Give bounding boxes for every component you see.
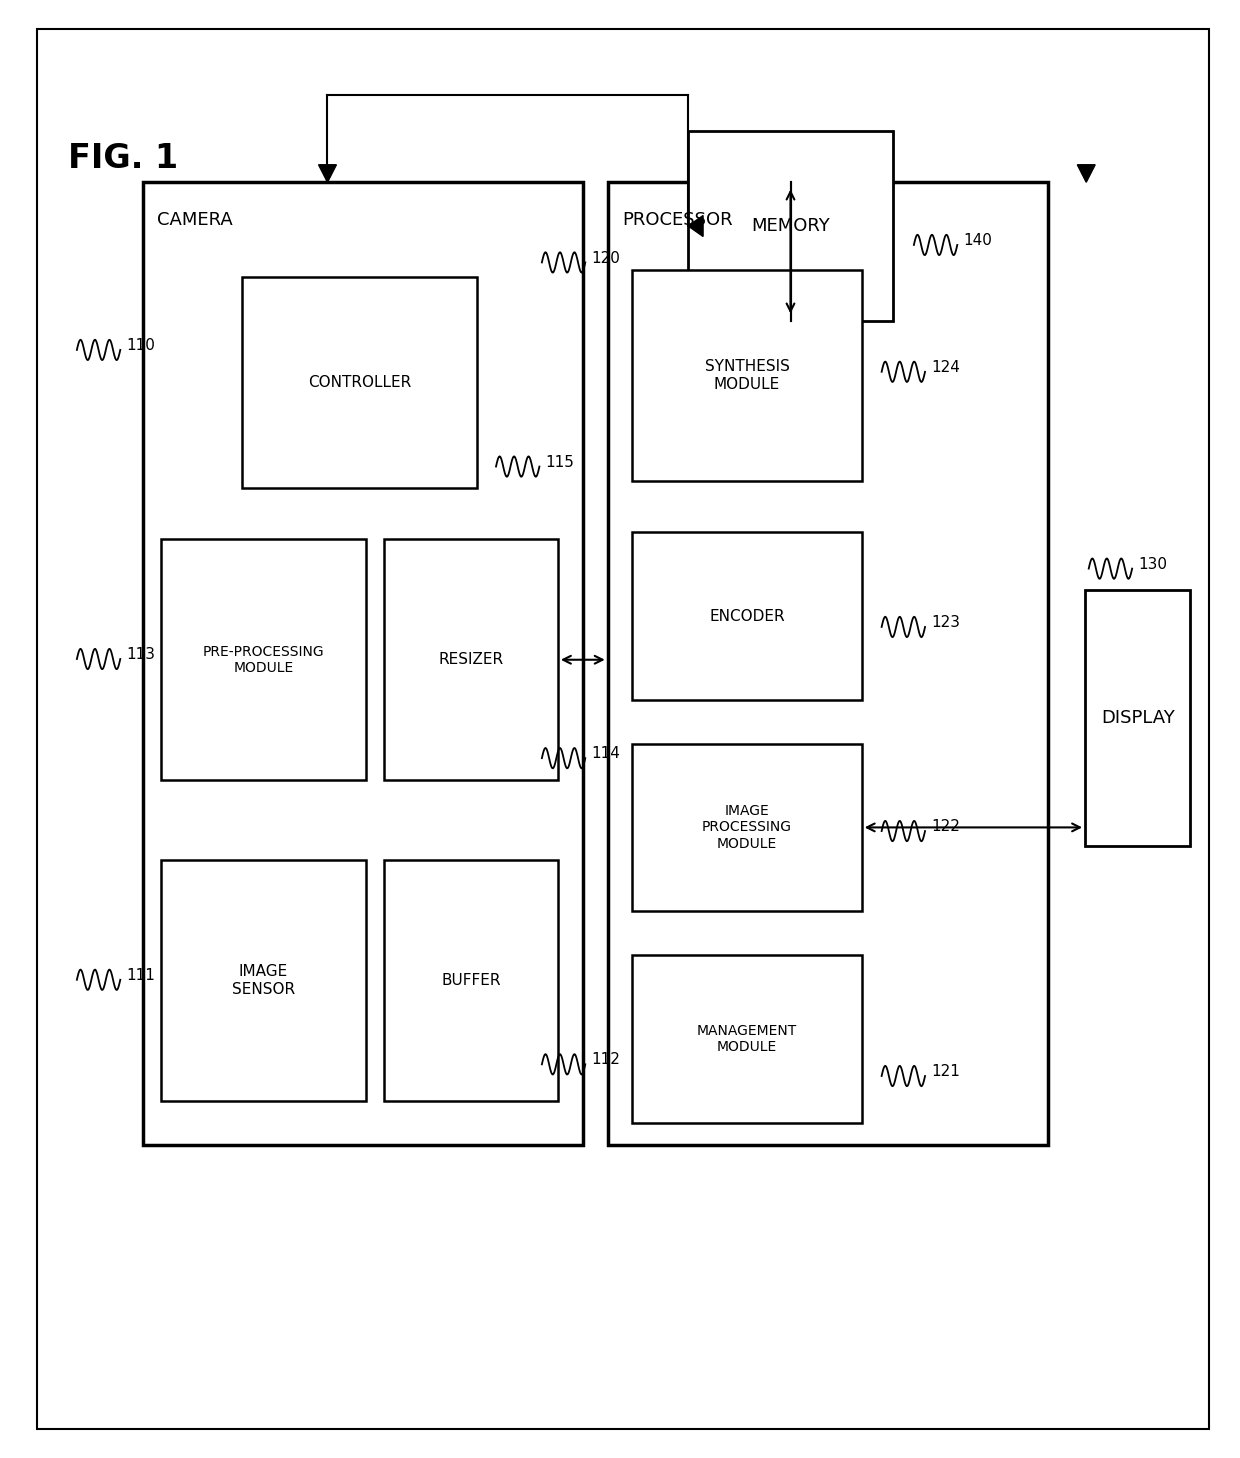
Text: 140: 140 — [963, 233, 992, 248]
Text: MEMORY: MEMORY — [751, 217, 830, 235]
Text: BUFFER: BUFFER — [441, 972, 501, 989]
Polygon shape — [688, 216, 703, 236]
Text: PROCESSOR: PROCESSOR — [622, 211, 733, 229]
Text: SYNTHESIS
MODULE: SYNTHESIS MODULE — [704, 359, 790, 392]
Text: 115: 115 — [546, 455, 574, 469]
Bar — [161, 860, 366, 1101]
Text: 114: 114 — [591, 746, 620, 761]
Bar — [632, 532, 862, 700]
Text: ENCODER: ENCODER — [709, 608, 785, 624]
Text: 122: 122 — [931, 819, 960, 834]
Text: 113: 113 — [126, 647, 155, 662]
Bar — [1085, 590, 1190, 846]
Bar — [608, 182, 1048, 1145]
Text: 110: 110 — [126, 338, 155, 353]
Text: CAMERA: CAMERA — [157, 211, 233, 229]
Bar — [688, 131, 893, 321]
Bar — [632, 744, 862, 911]
Bar — [242, 277, 477, 488]
Bar — [143, 182, 583, 1145]
Bar — [384, 860, 558, 1101]
Text: MANAGEMENT
MODULE: MANAGEMENT MODULE — [697, 1024, 797, 1054]
Bar — [161, 539, 366, 780]
Text: PRE-PROCESSING
MODULE: PRE-PROCESSING MODULE — [202, 644, 325, 675]
Text: IMAGE
PROCESSING
MODULE: IMAGE PROCESSING MODULE — [702, 805, 792, 850]
Text: FIG. 1: FIG. 1 — [68, 141, 179, 175]
Text: 111: 111 — [126, 968, 155, 983]
Text: 124: 124 — [931, 360, 960, 375]
Text: 121: 121 — [931, 1064, 960, 1079]
Text: CONTROLLER: CONTROLLER — [308, 375, 412, 391]
Text: IMAGE
SENSOR: IMAGE SENSOR — [232, 964, 295, 997]
Text: 130: 130 — [1138, 557, 1167, 572]
Text: DISPLAY: DISPLAY — [1101, 709, 1174, 728]
Text: 120: 120 — [591, 251, 620, 265]
Polygon shape — [1078, 165, 1095, 182]
Text: 112: 112 — [591, 1053, 620, 1067]
Bar — [632, 270, 862, 481]
Text: RESIZER: RESIZER — [439, 652, 503, 668]
Bar — [632, 955, 862, 1123]
Text: 123: 123 — [931, 615, 960, 630]
Polygon shape — [319, 165, 336, 182]
Bar — [384, 539, 558, 780]
